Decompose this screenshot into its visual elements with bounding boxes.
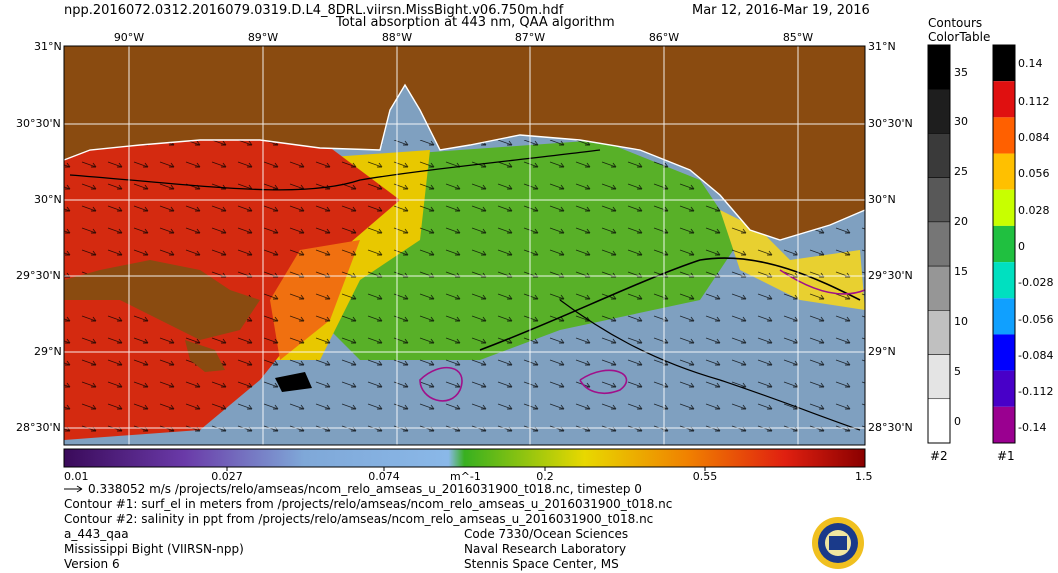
contour-color-swatch: [993, 81, 1015, 118]
scale2-label: 15: [954, 265, 968, 278]
lat-label-left: 30°30'N: [16, 117, 61, 130]
contour-color-swatch: [993, 117, 1015, 154]
contour-line: [479, 257, 861, 351]
contour-color-swatch: [927, 221, 951, 267]
product-name: a_443_qaa: [64, 527, 129, 541]
salinity-contour: [419, 366, 463, 402]
vector-legend-arrow: [64, 485, 83, 493]
contour-color-swatch: [993, 334, 1015, 371]
contours-title: Contours: [928, 16, 983, 30]
scale1-label: -0.056: [1018, 313, 1054, 326]
contour-color-swatch: [993, 225, 1015, 263]
scale1-swatches: [993, 45, 1015, 443]
vector-legend-text: 0.338052 m/s /projects/relo/amseas/ncom_…: [88, 482, 642, 496]
lat-label-left: 31°N: [34, 40, 62, 53]
lon-label: 89°W: [247, 31, 279, 44]
lat-label-right: 31°N: [868, 40, 896, 53]
scale1-label: 0.14: [1018, 57, 1043, 70]
scale1-label: 0: [1018, 240, 1025, 253]
scale2-label: 10: [954, 315, 968, 328]
scale1-label: -0.028: [1018, 276, 1054, 289]
lon-label: 85°W: [782, 31, 814, 44]
lat-label-right: 28°30'N: [868, 421, 913, 434]
black-patch: [275, 372, 312, 392]
lat-label-right: 29°30'N: [868, 269, 913, 282]
colorbar-label: 0.55: [692, 470, 718, 483]
scale1-label: 0.112: [1018, 95, 1050, 108]
contour-color-swatch: [927, 354, 951, 400]
org-location: Stennis Space Center, MS: [464, 557, 619, 571]
lat-label-left: 29°N: [34, 345, 62, 358]
nrl-seal-logo: [812, 517, 864, 569]
contour-line: [559, 299, 861, 431]
scale2-label: 25: [954, 165, 968, 178]
scale1-label: 0.056: [1018, 167, 1050, 180]
colorbar-label: 0.027: [211, 470, 243, 483]
lat-label-right: 30°N: [868, 193, 896, 206]
contour-color-swatch: [927, 177, 951, 223]
contour-color-swatch: [993, 370, 1015, 407]
scale1-footer: #1: [997, 449, 1015, 463]
lat-label-right: 30°30'N: [868, 117, 913, 130]
scale1-label: -0.14: [1018, 421, 1047, 434]
contour1-text: Contour #1: surf_el in meters from /proj…: [64, 497, 673, 511]
scale2-label: 20: [954, 215, 968, 228]
scale1-label: -0.084: [1018, 349, 1054, 362]
graticule: [64, 46, 865, 445]
org-code: Code 7330/Ocean Sciences: [464, 527, 629, 541]
contour2-text: Contour #2: salinity in ppt from /projec…: [64, 512, 654, 526]
contour-color-swatch: [993, 45, 1015, 82]
contour-color-swatch: [927, 133, 951, 178]
coastline: [64, 83, 865, 241]
contour-color-swatch: [927, 265, 951, 311]
colortable-title: ColorTable: [928, 30, 991, 44]
colorbar-label: 1.5: [855, 470, 873, 483]
lat-label-left: 30°N: [34, 193, 62, 206]
contour-color-swatch: [993, 406, 1015, 443]
scale2-label: 0: [954, 415, 961, 428]
colorbar-label: 0.2: [536, 470, 554, 483]
contour-color-swatch: [993, 298, 1015, 335]
delta-land: [64, 260, 260, 340]
date-range: Mar 12, 2016-Mar 19, 2016: [692, 3, 870, 18]
filename-title: npp.2016072.0312.2016079.0319.D.L4_8DRL.…: [64, 3, 564, 18]
contour-color-swatch: [927, 398, 951, 444]
land-mass: [64, 46, 865, 240]
scale1-label: -0.112: [1018, 385, 1054, 398]
contour-color-swatch: [993, 262, 1015, 299]
contour-line: [69, 149, 601, 191]
lon-label: 87°W: [514, 31, 546, 44]
salinity-contour: [579, 369, 628, 395]
scale2-label: 30: [954, 115, 968, 128]
org-name: Naval Research Laboratory: [464, 542, 627, 556]
lon-label: 88°W: [381, 31, 413, 44]
lat-label-left: 29°30'N: [16, 269, 61, 282]
scale2-label: 5: [954, 365, 961, 378]
contour-color-swatch: [993, 189, 1015, 226]
delta-tip-land: [185, 340, 225, 372]
scale2-swatches: [927, 44, 951, 444]
scale2-footer: #2: [930, 449, 948, 463]
version-text: Version 6: [64, 557, 120, 571]
product-subtitle: Total absorption at 443 nm, QAA algorith…: [336, 15, 615, 30]
lat-label-left: 28°30'N: [16, 421, 61, 434]
lat-label-right: 29°N: [868, 345, 896, 358]
lon-label: 86°W: [648, 31, 680, 44]
region-name: Mississippi Bight (VIIRSN-npp): [64, 542, 244, 556]
scale1-label: 0.028: [1018, 204, 1050, 217]
colorbar-units: m^-1: [450, 470, 481, 483]
contour-color-swatch: [993, 153, 1015, 190]
contour-color-swatch: [927, 88, 951, 134]
colorbar-label: 0.01: [64, 470, 89, 483]
color-bar: [63, 448, 866, 468]
contour-color-swatch: [927, 310, 951, 355]
lon-label: 90°W: [113, 31, 145, 44]
contour-color-swatch: [927, 44, 951, 90]
colorbar-label: 0.074: [368, 470, 400, 483]
scale1-label: 0.084: [1018, 131, 1050, 144]
scale2-label: 35: [954, 66, 968, 79]
